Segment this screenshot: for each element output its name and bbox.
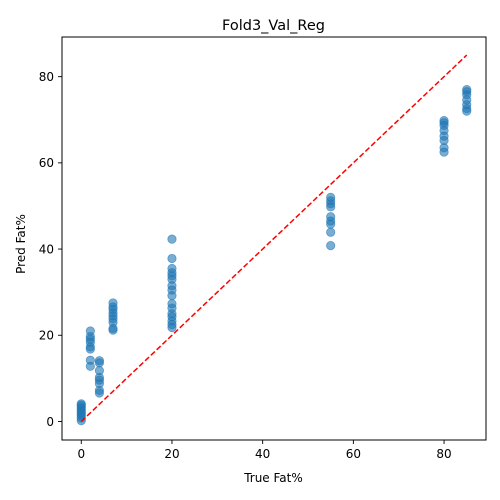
axes-frame	[61, 36, 487, 441]
data-point	[167, 299, 177, 309]
chart-title: Fold3_Val_Reg	[222, 18, 325, 34]
y-tick-label: 80	[39, 70, 54, 84]
reference-line	[80, 54, 468, 423]
data-point	[326, 241, 336, 251]
data-point	[326, 192, 336, 202]
data-point	[462, 84, 472, 95]
y-tick-label: 20	[39, 329, 54, 343]
data-point	[76, 399, 86, 409]
data-point	[326, 212, 336, 222]
x-tick-label: 20	[164, 447, 179, 461]
data-point	[439, 116, 449, 126]
data-point	[108, 298, 118, 308]
data-point	[85, 355, 95, 365]
data-point	[167, 263, 177, 274]
data-point	[167, 234, 177, 244]
y-axis-label: Pred Fat%	[14, 214, 28, 274]
y-tick-label: 60	[39, 156, 54, 170]
data-point	[94, 356, 105, 366]
x-axis-label: True Fat%	[243, 471, 303, 485]
x-tick-label: 40	[255, 447, 270, 461]
data-point	[326, 227, 336, 237]
x-tick-label: 0	[77, 447, 85, 461]
plot-area: 0 20 40 60 80 0 20 40 60 80	[39, 36, 487, 461]
data-point	[167, 253, 177, 264]
data-point	[94, 366, 105, 376]
x-tick-label: 60	[346, 447, 361, 461]
data-point	[85, 326, 95, 336]
y-tick-label: 40	[39, 242, 54, 256]
y-tick-label: 0	[46, 415, 54, 429]
x-tick-label: 80	[436, 447, 451, 461]
